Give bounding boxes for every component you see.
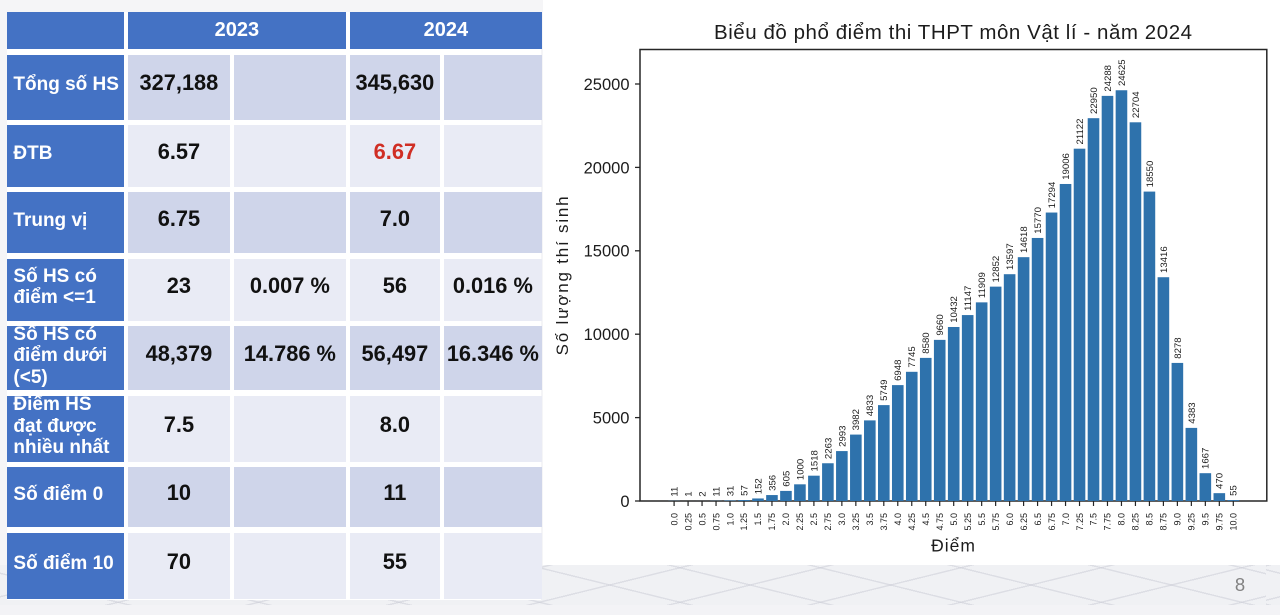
- svg-text:5749: 5749: [879, 380, 890, 401]
- svg-text:24288: 24288: [1103, 65, 1114, 92]
- svg-text:7.0: 7.0: [1061, 513, 1071, 526]
- svg-text:1000: 1000: [795, 459, 806, 480]
- svg-text:8.5: 8.5: [1145, 513, 1155, 526]
- svg-text:9.5: 9.5: [1201, 513, 1211, 526]
- svg-text:13416: 13416: [1159, 246, 1170, 273]
- svg-text:2: 2: [697, 491, 708, 496]
- svg-text:3.5: 3.5: [865, 513, 875, 526]
- svg-text:10432: 10432: [949, 296, 960, 323]
- svg-text:7.5: 7.5: [1089, 513, 1099, 526]
- svg-text:6.75: 6.75: [1047, 513, 1057, 531]
- svg-text:6.5: 6.5: [1033, 513, 1043, 526]
- svg-text:11: 11: [711, 487, 722, 497]
- svg-text:5.0: 5.0: [949, 513, 959, 526]
- svg-text:4.75: 4.75: [935, 513, 945, 531]
- svg-text:1518: 1518: [809, 450, 820, 471]
- svg-text:9.25: 9.25: [1187, 513, 1197, 531]
- svg-text:7.25: 7.25: [1075, 513, 1085, 531]
- svg-text:15770: 15770: [1033, 207, 1044, 234]
- svg-text:1.25: 1.25: [739, 513, 749, 531]
- svg-text:7745: 7745: [907, 346, 918, 367]
- svg-text:152: 152: [753, 478, 764, 494]
- svg-text:21122: 21122: [1075, 119, 1086, 145]
- svg-text:25000: 25000: [584, 76, 630, 94]
- svg-text:11147: 11147: [963, 286, 974, 311]
- svg-text:24625: 24625: [1117, 59, 1128, 86]
- svg-text:0.5: 0.5: [697, 513, 707, 526]
- svg-text:Số lượng thí sinh: Số lượng thí sinh: [553, 195, 572, 356]
- svg-text:0.25: 0.25: [683, 513, 693, 531]
- svg-text:6.25: 6.25: [1019, 513, 1029, 531]
- svg-text:10.0: 10.0: [1229, 513, 1239, 531]
- svg-text:1.0: 1.0: [725, 513, 735, 526]
- svg-text:2993: 2993: [837, 426, 848, 447]
- svg-text:Điểm: Điểm: [931, 536, 976, 556]
- svg-text:8.75: 8.75: [1159, 513, 1169, 531]
- svg-text:12852: 12852: [991, 256, 1002, 283]
- svg-text:19006: 19006: [1061, 153, 1072, 180]
- svg-text:22950: 22950: [1089, 87, 1100, 114]
- svg-text:5.5: 5.5: [977, 513, 987, 526]
- svg-text:10000: 10000: [584, 326, 630, 344]
- svg-text:55: 55: [1229, 485, 1240, 496]
- svg-text:3982: 3982: [851, 409, 862, 430]
- svg-text:22704: 22704: [1131, 91, 1142, 118]
- svg-text:17294: 17294: [1047, 181, 1058, 208]
- svg-text:2.5: 2.5: [809, 513, 819, 526]
- svg-text:Biểu đồ phổ điểm thi THPT môn: Biểu đồ phổ điểm thi THPT môn Vật lí - n…: [714, 21, 1193, 44]
- svg-text:0.75: 0.75: [711, 513, 721, 531]
- svg-text:4.0: 4.0: [893, 513, 903, 526]
- svg-text:6948: 6948: [893, 360, 904, 381]
- svg-text:3.0: 3.0: [837, 513, 847, 526]
- svg-text:5.25: 5.25: [963, 513, 973, 531]
- svg-text:3.75: 3.75: [879, 513, 889, 531]
- svg-text:7.75: 7.75: [1103, 513, 1113, 531]
- svg-text:356: 356: [767, 475, 778, 491]
- svg-text:1.75: 1.75: [767, 513, 777, 531]
- svg-text:2.0: 2.0: [781, 513, 791, 526]
- svg-text:4.25: 4.25: [907, 513, 917, 531]
- svg-text:20000: 20000: [584, 159, 630, 177]
- svg-text:57: 57: [739, 485, 750, 496]
- svg-text:15000: 15000: [584, 243, 630, 261]
- svg-text:3.25: 3.25: [851, 513, 861, 531]
- svg-text:8580: 8580: [921, 332, 932, 353]
- svg-text:4383: 4383: [1187, 402, 1198, 423]
- svg-text:14618: 14618: [1019, 226, 1030, 253]
- svg-text:1: 1: [683, 491, 694, 496]
- svg-text:2.75: 2.75: [823, 513, 833, 531]
- svg-text:2263: 2263: [823, 438, 834, 459]
- svg-text:31: 31: [725, 486, 736, 497]
- svg-text:8.0: 8.0: [1117, 513, 1127, 526]
- svg-text:1667: 1667: [1201, 448, 1212, 469]
- svg-text:11909: 11909: [977, 272, 988, 298]
- svg-text:0: 0: [620, 493, 629, 511]
- svg-text:4833: 4833: [865, 395, 876, 416]
- svg-text:4.5: 4.5: [921, 513, 931, 526]
- svg-text:11: 11: [670, 487, 681, 497]
- svg-text:5000: 5000: [593, 410, 630, 428]
- svg-text:9.0: 9.0: [1173, 513, 1183, 526]
- svg-text:2.25: 2.25: [795, 513, 805, 531]
- svg-text:9660: 9660: [935, 314, 946, 335]
- svg-text:9.75: 9.75: [1215, 513, 1225, 531]
- svg-text:8.25: 8.25: [1131, 513, 1141, 531]
- svg-text:605: 605: [781, 471, 792, 487]
- svg-text:6.0: 6.0: [1005, 513, 1015, 526]
- svg-text:18550: 18550: [1145, 161, 1156, 188]
- svg-text:5.75: 5.75: [991, 513, 1001, 531]
- svg-text:1.5: 1.5: [753, 513, 763, 526]
- svg-text:13597: 13597: [1005, 243, 1016, 270]
- svg-text:0.0: 0.0: [669, 513, 679, 526]
- svg-text:470: 470: [1215, 473, 1226, 489]
- svg-text:8278: 8278: [1173, 337, 1184, 358]
